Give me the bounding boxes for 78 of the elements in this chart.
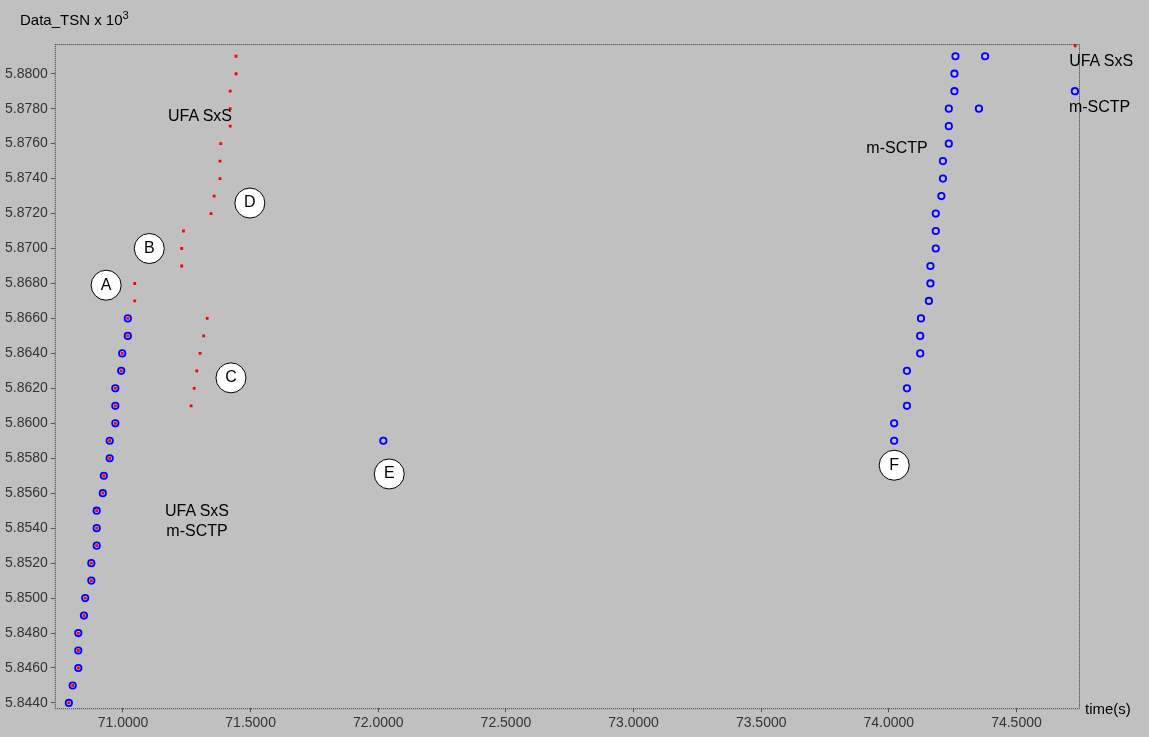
point — [926, 279, 935, 288]
annotation: m-SCTP — [866, 139, 928, 157]
point — [944, 104, 953, 113]
point — [195, 369, 199, 373]
point — [189, 404, 193, 408]
y-tick-label: 5.8520 — [4, 553, 49, 570]
point — [950, 87, 959, 96]
point — [980, 52, 990, 61]
point — [931, 226, 940, 236]
x-tick-label: 74.5000 — [991, 714, 1042, 731]
x-tick-label: 73.0000 — [608, 714, 660, 731]
y-tick-label: 5.8580 — [4, 449, 49, 466]
point — [944, 139, 953, 148]
y-tick-label: 5.8620 — [4, 379, 49, 396]
y-tick-label: 5.8780 — [4, 99, 49, 116]
point — [916, 314, 926, 323]
point — [950, 69, 959, 78]
y-tick-label: 5.8440 — [4, 693, 49, 710]
x-tick-label: 71.0000 — [97, 714, 149, 731]
point — [938, 174, 948, 183]
point — [180, 247, 184, 250]
y-tick-label: 5.8560 — [4, 484, 49, 501]
y-tick-label: 5.8740 — [4, 169, 49, 186]
y-tick-label: 5.8640 — [4, 344, 49, 361]
point — [902, 384, 912, 393]
y-tick-label: 5.8480 — [4, 623, 49, 640]
point — [937, 191, 946, 201]
x-tick-label: 72.0000 — [352, 714, 404, 731]
annotation: UFA SxS — [164, 502, 230, 520]
point — [944, 122, 953, 131]
annotation: UFA SxS — [167, 107, 233, 125]
y-tick-label: 5.8460 — [4, 658, 49, 675]
point — [902, 401, 912, 410]
point — [379, 436, 388, 445]
y-tick-label: 5.8600 — [4, 414, 49, 431]
point — [924, 296, 933, 306]
y-tick-label: 5.8800 — [4, 64, 49, 81]
x-tick-label: 72.5000 — [480, 714, 532, 731]
y-tick-label: 5.8720 — [4, 204, 49, 221]
point — [205, 317, 209, 320]
annotation: E — [383, 464, 395, 482]
point — [202, 334, 206, 338]
point — [916, 349, 925, 358]
point — [890, 419, 899, 428]
point — [1070, 87, 1079, 96]
annotation: F — [889, 455, 900, 473]
annotation: B — [143, 238, 155, 256]
point — [931, 209, 940, 218]
point — [192, 386, 196, 390]
point — [219, 142, 223, 146]
y-tick-label: 5.8540 — [4, 519, 49, 536]
point — [228, 124, 232, 128]
point — [902, 366, 912, 375]
point — [1073, 44, 1077, 48]
point — [133, 282, 137, 285]
point — [228, 89, 232, 93]
y-tick-label: 5.8660 — [4, 309, 49, 326]
point — [938, 157, 948, 166]
point — [890, 436, 899, 445]
x-tick-label: 74.0000 — [863, 714, 915, 731]
series-label: UFA SxS — [1069, 52, 1134, 70]
x-tick-label: 71.5000 — [225, 714, 277, 731]
annotation: D — [244, 193, 256, 211]
annotation: m-SCTP — [166, 522, 228, 540]
series-label: m-SCTP — [1068, 97, 1131, 115]
point — [974, 104, 984, 113]
point — [926, 261, 935, 271]
x-axis-title: time(s) — [1085, 700, 1131, 718]
point — [916, 331, 925, 340]
y-tick-label: 5.8760 — [4, 134, 49, 151]
y-tick-label: 5.8700 — [4, 239, 49, 256]
y-tick-label: 5.8680 — [4, 274, 49, 291]
annotation: C — [225, 368, 237, 386]
point — [951, 52, 960, 61]
annotation: A — [100, 275, 112, 293]
x-tick-label: 73.5000 — [735, 714, 787, 731]
point — [931, 244, 940, 253]
y-tick-label: 5.8500 — [4, 588, 49, 605]
